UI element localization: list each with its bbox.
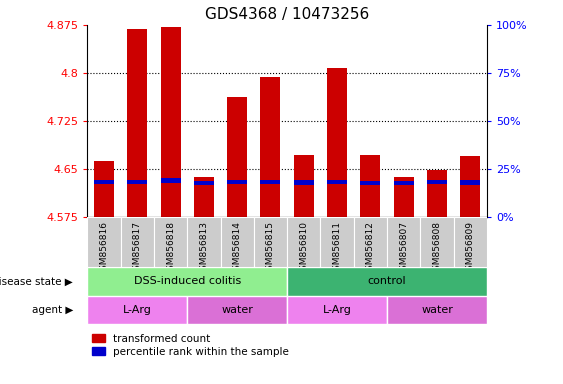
Text: GSM856812: GSM856812 xyxy=(366,221,375,276)
Bar xyxy=(187,296,287,324)
Bar xyxy=(421,217,454,267)
Text: GSM856810: GSM856810 xyxy=(300,221,309,276)
Bar xyxy=(120,217,154,267)
Bar xyxy=(294,180,314,185)
Bar xyxy=(354,217,387,267)
Bar xyxy=(461,156,480,217)
Bar xyxy=(427,180,447,184)
Bar xyxy=(221,217,254,267)
Bar xyxy=(287,267,487,296)
Bar xyxy=(160,178,181,183)
Bar xyxy=(127,180,148,184)
Text: L-Arg: L-Arg xyxy=(323,305,351,315)
Text: control: control xyxy=(368,276,406,286)
Bar xyxy=(287,217,320,267)
Bar xyxy=(394,181,414,185)
Bar xyxy=(94,180,114,184)
Text: GSM856808: GSM856808 xyxy=(432,221,441,276)
Text: GSM856807: GSM856807 xyxy=(399,221,408,276)
Bar xyxy=(227,180,247,184)
Bar xyxy=(454,217,487,267)
Text: GSM856811: GSM856811 xyxy=(333,221,342,276)
Bar xyxy=(387,296,487,324)
Bar xyxy=(160,27,181,217)
Bar xyxy=(287,296,387,324)
Bar xyxy=(294,155,314,217)
Bar xyxy=(261,78,280,217)
Text: GSM856818: GSM856818 xyxy=(166,221,175,276)
Title: GDS4368 / 10473256: GDS4368 / 10473256 xyxy=(205,7,369,22)
Bar xyxy=(320,217,354,267)
Bar xyxy=(360,181,381,185)
Bar xyxy=(360,155,381,217)
Bar xyxy=(94,161,114,217)
Bar xyxy=(427,170,447,217)
Bar xyxy=(394,177,414,217)
Bar xyxy=(194,181,214,185)
Bar xyxy=(154,217,187,267)
Bar xyxy=(87,296,187,324)
Text: GSM856817: GSM856817 xyxy=(133,221,142,276)
Bar xyxy=(461,180,480,185)
Text: disease state ▶: disease state ▶ xyxy=(0,276,73,286)
Bar xyxy=(387,217,421,267)
Bar xyxy=(187,217,221,267)
Text: GSM856815: GSM856815 xyxy=(266,221,275,276)
Text: GSM856814: GSM856814 xyxy=(233,221,242,276)
Bar xyxy=(87,267,287,296)
Text: GSM856813: GSM856813 xyxy=(199,221,208,276)
Bar xyxy=(194,177,214,217)
Text: water: water xyxy=(421,305,453,315)
Legend: transformed count, percentile rank within the sample: transformed count, percentile rank withi… xyxy=(92,334,289,357)
Bar xyxy=(127,30,148,217)
Bar xyxy=(261,180,280,184)
Text: GSM856816: GSM856816 xyxy=(100,221,109,276)
Text: agent ▶: agent ▶ xyxy=(32,305,73,315)
Bar xyxy=(254,217,287,267)
Text: GSM856809: GSM856809 xyxy=(466,221,475,276)
Text: L-Arg: L-Arg xyxy=(123,305,151,315)
Bar xyxy=(327,68,347,217)
Bar xyxy=(87,217,120,267)
Bar xyxy=(327,180,347,184)
Text: water: water xyxy=(221,305,253,315)
Bar xyxy=(227,97,247,217)
Text: DSS-induced colitis: DSS-induced colitis xyxy=(133,276,241,286)
